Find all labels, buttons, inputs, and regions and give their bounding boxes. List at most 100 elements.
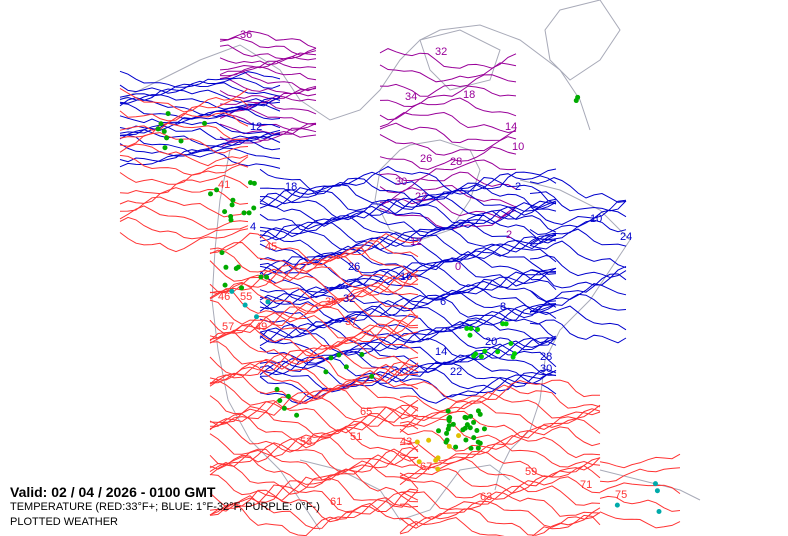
- weather-symbol: [482, 348, 488, 354]
- red-contour: [599, 482, 681, 494]
- weather-symbol: [178, 138, 184, 144]
- red-contour: [209, 454, 419, 488]
- red-contour: [399, 457, 601, 487]
- weather-symbol: [223, 264, 229, 270]
- contour-label: 12: [250, 121, 262, 133]
- purple-contour: [219, 66, 317, 81]
- coastline: [374, 139, 481, 241]
- blue-contour: [259, 342, 557, 374]
- weather-symbol: [445, 408, 451, 414]
- red-contour: [119, 205, 249, 230]
- weather-symbol: [233, 265, 239, 271]
- red-contour: [209, 358, 419, 391]
- coastline: [299, 459, 511, 521]
- red-contour: [209, 323, 419, 357]
- weather-symbol: [444, 430, 450, 436]
- red-contour: [599, 467, 681, 483]
- purple-contour: [379, 62, 517, 83]
- weather-symbol: [336, 352, 342, 358]
- weather-symbol: [230, 197, 236, 203]
- red-contour: [399, 426, 601, 452]
- blue-contour: [119, 121, 281, 136]
- weather-symbol: [436, 428, 442, 434]
- weather-symbol: [435, 466, 441, 472]
- contour-label: 10: [590, 213, 602, 225]
- weather-symbol: [343, 364, 349, 370]
- weather-symbol: [248, 180, 254, 186]
- contour-label: 14: [435, 346, 447, 358]
- weather-symbol: [264, 274, 270, 280]
- purple-contour: [219, 71, 317, 92]
- blue-contour: [119, 151, 281, 169]
- weather-symbol: [222, 209, 228, 215]
- weather-symbol: [471, 435, 477, 441]
- contour-label: 18: [285, 181, 297, 193]
- red-contour: [209, 369, 419, 405]
- coastline: [494, 179, 631, 491]
- blue-contour: [259, 214, 557, 244]
- weather-symbol: [414, 439, 420, 445]
- contour-label: 57: [222, 321, 234, 333]
- contour-label: 32: [435, 46, 447, 58]
- contour-label: 12: [410, 236, 422, 248]
- red-contour: [209, 448, 419, 481]
- blue-contour: [529, 293, 627, 314]
- red-contour: [119, 132, 249, 154]
- red-contour: [209, 489, 419, 523]
- weather-symbol: [468, 413, 474, 419]
- plotted-weather-label: PLOTTED WEATHER: [10, 516, 118, 528]
- weather-symbol: [468, 326, 474, 332]
- coastline: [211, 149, 321, 531]
- blue-contour: [119, 77, 281, 94]
- weather-symbol: [471, 419, 477, 425]
- contour-label: 26: [420, 153, 432, 165]
- blue-contour: [119, 108, 281, 126]
- contour-label: 55: [240, 291, 252, 303]
- weather-symbol: [614, 502, 620, 508]
- blue-contour: [259, 209, 557, 238]
- weather-symbol: [359, 351, 365, 357]
- contour-label: 53: [300, 436, 312, 448]
- red-contour: [399, 400, 601, 430]
- red-contour: [119, 196, 249, 218]
- blue-contour: [119, 97, 281, 116]
- red-contour: [399, 507, 601, 536]
- contour-label: 59: [525, 466, 537, 478]
- weather-symbol: [239, 285, 245, 291]
- contour-label: 30: [540, 363, 552, 375]
- coastline: [419, 29, 501, 91]
- weather-symbol: [246, 210, 252, 216]
- coastline: [544, 0, 621, 81]
- blue-contour: [529, 228, 627, 247]
- weather-symbol: [416, 459, 422, 465]
- purple-contour: [379, 85, 517, 108]
- blue-contour: [259, 360, 557, 388]
- blue-contour: [259, 262, 557, 290]
- blue-contour: [259, 187, 557, 216]
- purple-contour: [379, 111, 517, 134]
- weather-symbol: [456, 433, 462, 439]
- purple-contour: [219, 56, 317, 71]
- contour-label: 67: [420, 461, 432, 473]
- weather-symbol: [478, 354, 484, 360]
- contour-label: 26: [348, 261, 360, 273]
- blue-contour: [529, 209, 627, 236]
- weather-symbol: [214, 187, 220, 193]
- weather-symbol: [475, 408, 481, 414]
- purple-contour: [219, 60, 317, 76]
- weather-symbol: [446, 443, 452, 449]
- weather-symbol: [202, 120, 208, 126]
- purple-contour: [379, 122, 517, 144]
- blue-contour: [529, 177, 627, 203]
- red-contour: [209, 405, 419, 439]
- red-contour: [209, 315, 419, 350]
- red-contour: [119, 98, 249, 122]
- weather-symbol: [161, 128, 167, 134]
- weather-symbol: [446, 423, 452, 429]
- red-contour: [209, 232, 419, 266]
- contour-label: 2: [515, 181, 521, 193]
- red-contour: [119, 174, 249, 195]
- blue-contour: [119, 139, 281, 157]
- weather-symbol: [652, 481, 658, 487]
